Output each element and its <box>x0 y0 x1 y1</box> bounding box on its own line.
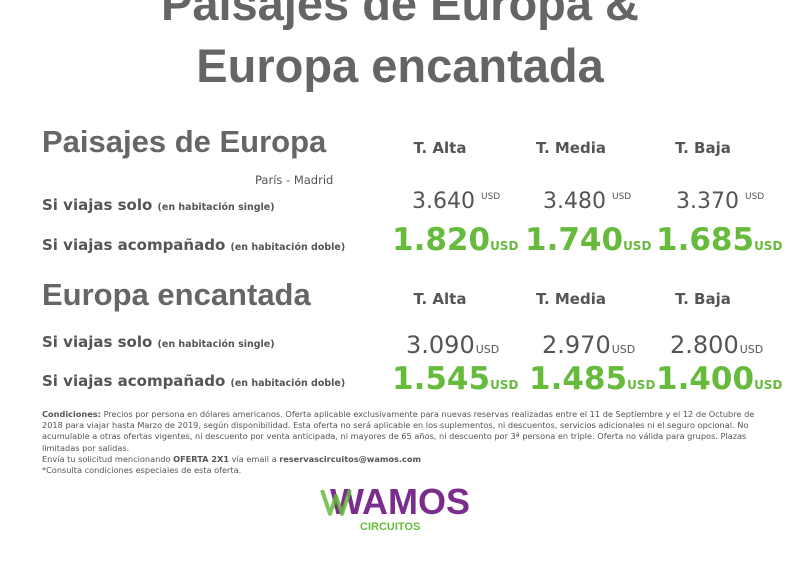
row-label-text: Si viajas acompañado <box>42 236 226 254</box>
send-mid: vía email a <box>231 453 277 464</box>
row-label-acompanado: Si viajas acompañado (en habitación dobl… <box>42 236 345 254</box>
logo-brand: WAMOS <box>330 482 470 522</box>
row-label-note: (en habitación single) <box>157 339 275 350</box>
contact-email[interactable]: reservascircuitos@wamos.com <box>279 453 422 464</box>
price-acomp-alta: 1.545USD <box>392 361 519 397</box>
row-label-solo: Si viajas solo (en habitación single) <box>42 333 275 351</box>
main-title-line1: Paisajes de Europa & <box>160 0 640 30</box>
price-solo-media: 3.480 USD <box>543 189 632 214</box>
row-label-text: Si viajas acompañado <box>42 372 226 390</box>
conditions-text: Precios por persona en dólares americano… <box>42 409 755 453</box>
offer-code: OFERTA 2X1 <box>173 453 230 464</box>
section-title-paisajes: Paisajes de Europa <box>42 124 327 159</box>
price-solo-baja: 3.370 USD <box>676 189 765 214</box>
wamos-logo: WAMOS CIRCUITOS <box>320 482 470 533</box>
price-solo-media: 2.970USD <box>542 331 636 359</box>
price-solo-baja: 2.800USD <box>670 331 764 359</box>
column-header-media: T. Media <box>536 139 606 157</box>
row-label-note: (en habitación single) <box>157 202 275 213</box>
column-header-baja: T. Baja <box>675 139 731 157</box>
row-label-text: Si viajas solo <box>42 196 153 214</box>
column-header-alta: T. Alta <box>413 139 467 157</box>
price-acomp-media: 1.740USD <box>525 222 652 258</box>
conditions-label: Condiciones: <box>42 409 101 419</box>
footnote: *Consulta condiciones especiales de esta… <box>42 465 242 476</box>
price-acomp-alta: 1.820USD <box>392 222 519 258</box>
row-label-solo: Si viajas solo (en habitación single) <box>42 196 275 214</box>
row-label-acompanado: Si viajas acompañado (en habitación dobl… <box>42 372 345 390</box>
send-prefix: Envía tu solicitud mencionando <box>42 453 171 464</box>
row-label-note: (en habitación doble) <box>230 378 346 389</box>
row-label-note: (en habitación doble) <box>230 242 346 253</box>
price-acomp-baja: 1.400USD <box>656 361 783 397</box>
logo-sub: CIRCUITOS <box>360 521 420 533</box>
section-title-encantada: Europa encantada <box>42 277 311 312</box>
column-header-media: T. Media <box>536 290 606 308</box>
logo-w-accent <box>320 489 352 516</box>
conditions-block: Condiciones: Precios por persona en dóla… <box>42 409 762 476</box>
row-label-text: Si viajas solo <box>42 333 153 351</box>
price-acomp-baja: 1.685USD <box>656 222 783 258</box>
main-title-line2: Europa encantada <box>196 39 604 92</box>
price-solo-alta: 3.640 USD <box>412 189 501 214</box>
price-solo-alta: 3.090USD <box>406 331 500 359</box>
route-label: París - Madrid <box>255 173 334 187</box>
column-header-baja: T. Baja <box>675 290 731 308</box>
column-header-alta: T. Alta <box>413 290 467 308</box>
price-acomp-media: 1.485USD <box>529 361 656 397</box>
